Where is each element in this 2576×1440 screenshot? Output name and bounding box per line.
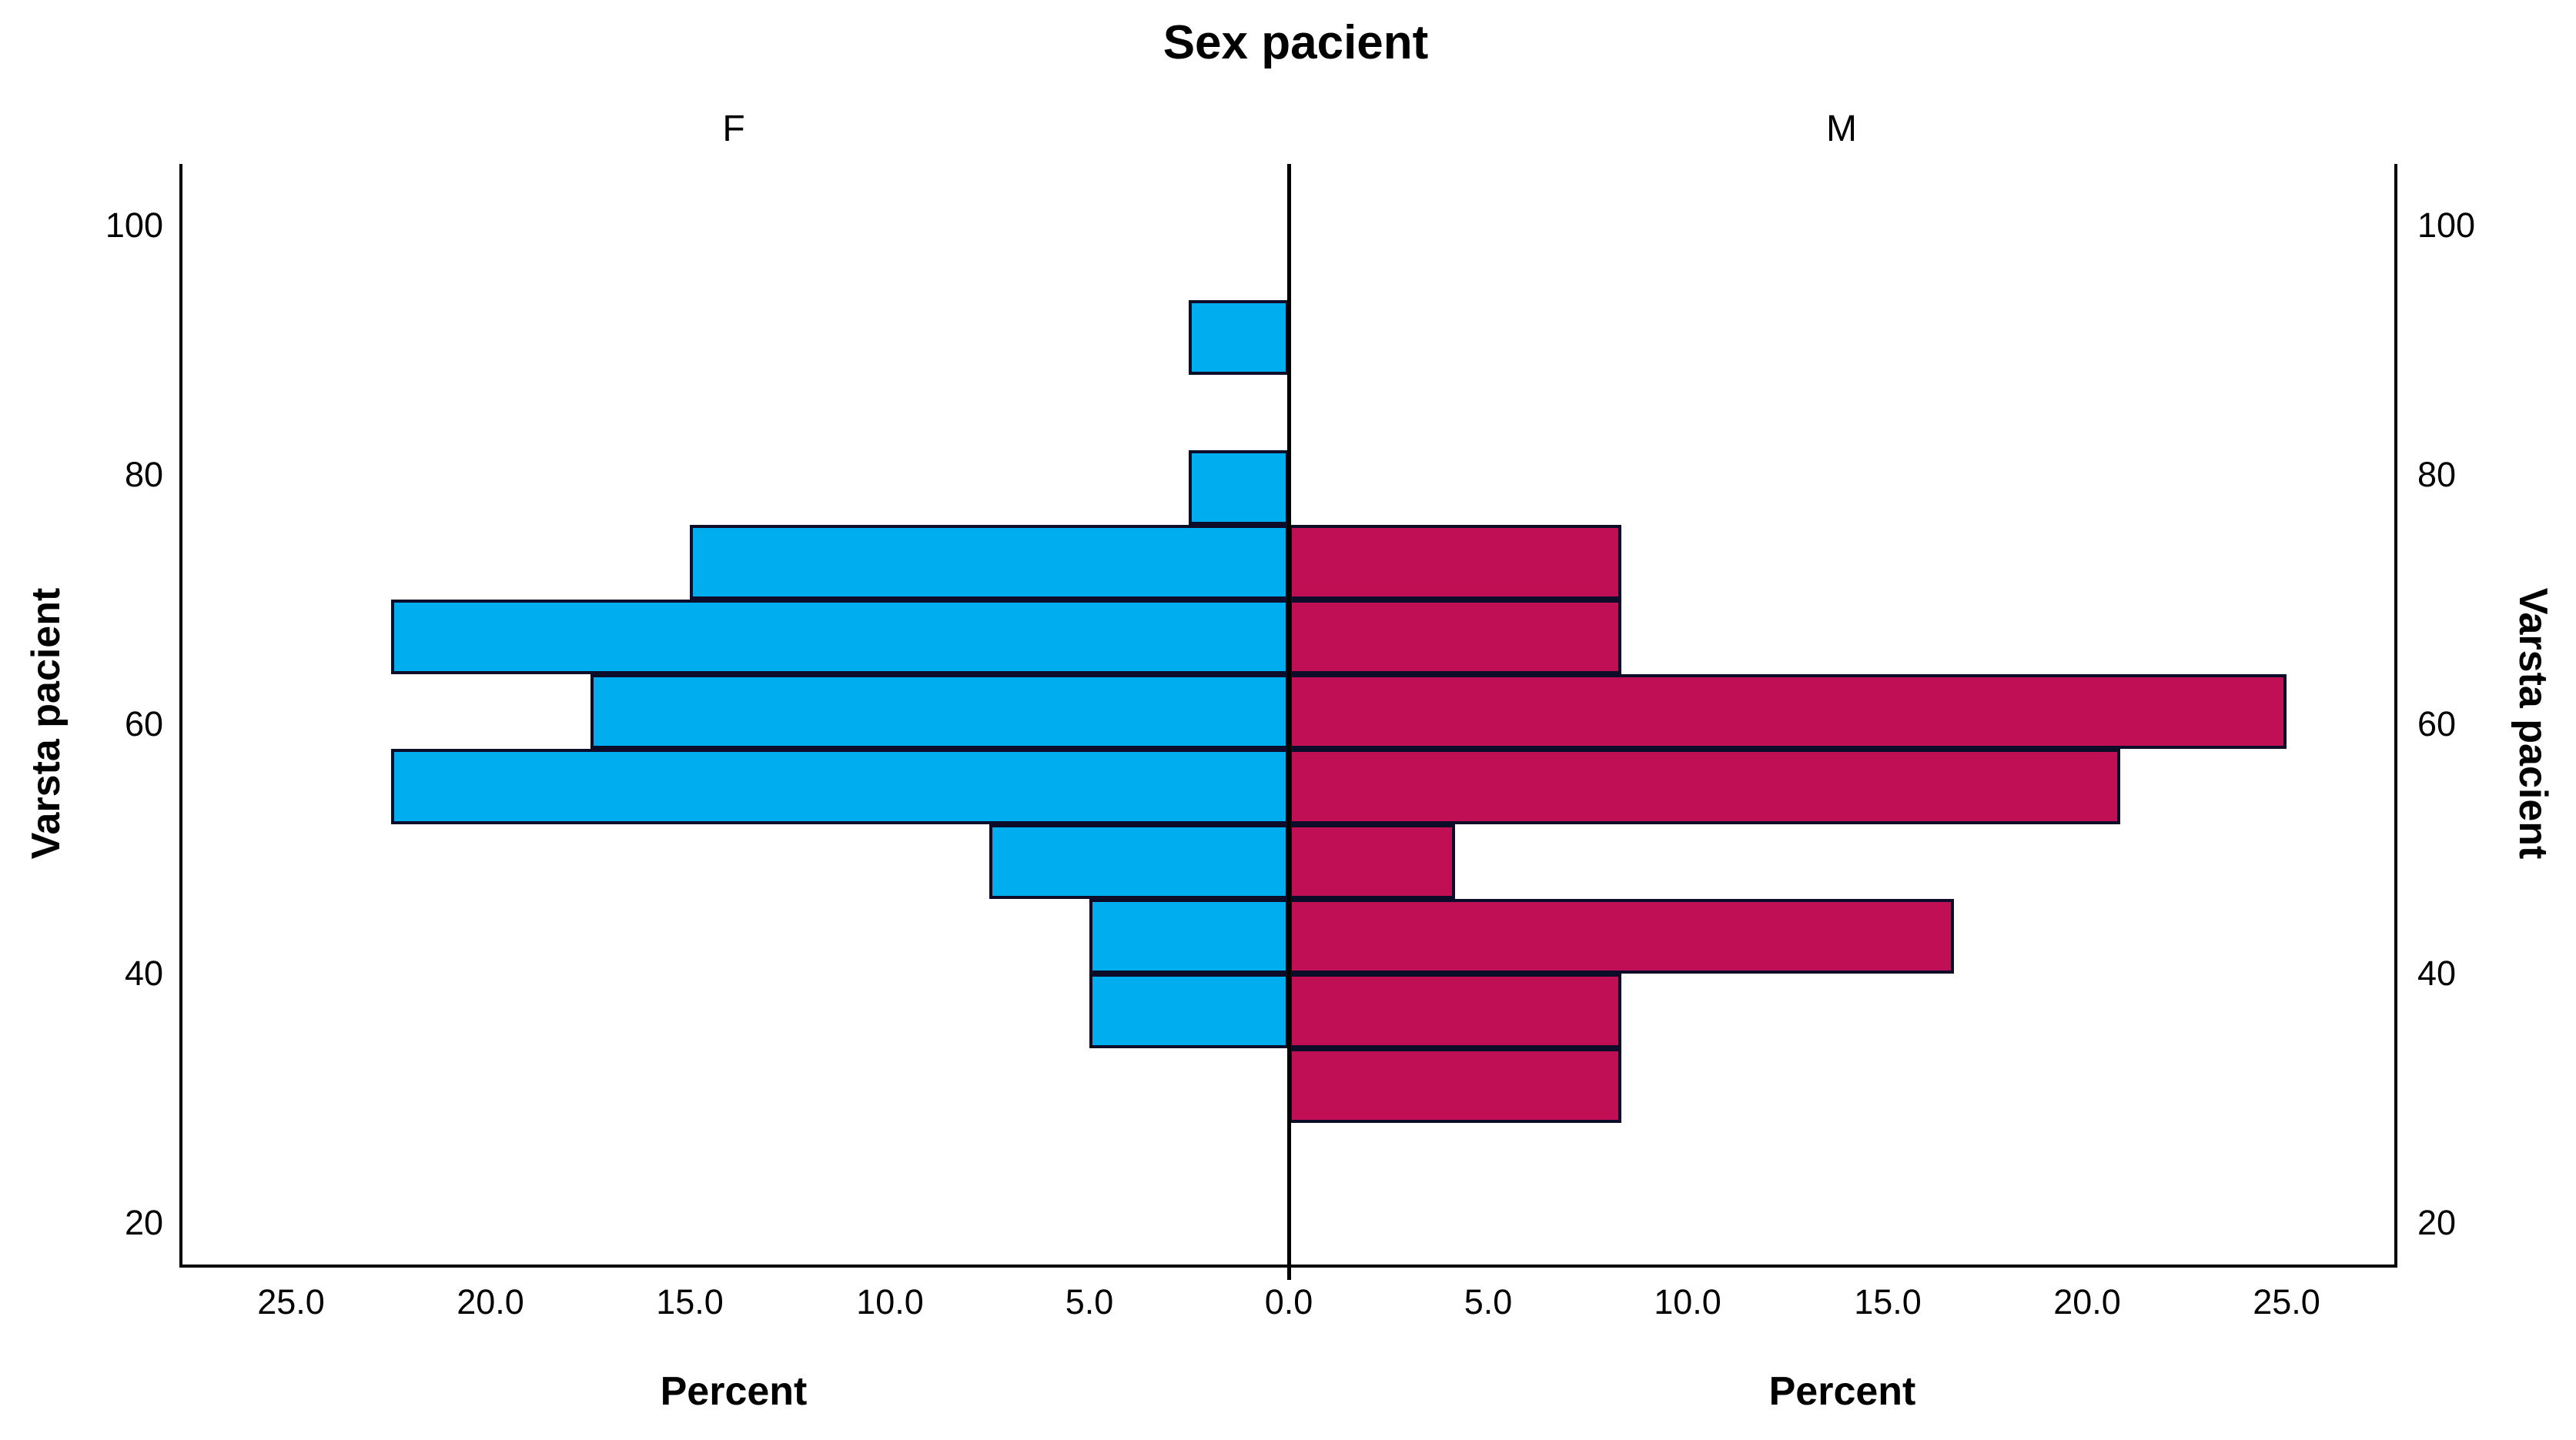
x-tick-right-15.0: 15.0	[1854, 1282, 1922, 1321]
bar-female-age-52-58	[390, 749, 1289, 824]
bar-female-age-58-64	[590, 674, 1289, 750]
x-tick-left-5.0: 5.0	[1065, 1282, 1114, 1321]
bar-male-age-58-64	[1289, 674, 2287, 750]
center-divider-line	[1287, 164, 1291, 1280]
y-tick-right-100: 100	[2417, 205, 2476, 245]
bar-female-age-76-82	[1189, 449, 1289, 525]
y-tick-right-40: 40	[2417, 954, 2457, 993]
bar-male-age-70-76	[1289, 524, 1621, 600]
bar-male-age-46-52	[1289, 824, 1456, 899]
bar-male-age-64-70	[1289, 600, 1621, 675]
chart-title: Sex pacient	[1163, 16, 1429, 69]
y-tick-left-40: 40	[124, 954, 163, 993]
y-axis-line-right	[2394, 164, 2397, 1266]
y-tick-left-80: 80	[124, 455, 163, 494]
bar-female-age-70-76	[690, 524, 1289, 600]
y-tick-right-60: 60	[2417, 704, 2457, 743]
x-axis-title-left: Percent	[660, 1369, 808, 1414]
y-axis-line-left	[179, 164, 182, 1266]
bar-male-age-34-40	[1289, 974, 1621, 1049]
bar-male-age-52-58	[1289, 749, 2120, 824]
bar-male-age-40-46	[1289, 898, 1955, 974]
x-tick-right-5.0: 5.0	[1464, 1282, 1513, 1321]
panel-label-male: M	[1826, 109, 1857, 149]
x-tick-right-20.0: 20.0	[2053, 1282, 2121, 1321]
bar-female-age-88-94	[1189, 300, 1289, 376]
panel-label-female: F	[722, 109, 745, 149]
x-tick-left-15.0: 15.0	[656, 1282, 724, 1321]
bar-female-age-34-40	[1089, 974, 1289, 1049]
y-tick-left-60: 60	[124, 704, 163, 743]
x-tick-right-25.0: 25.0	[2253, 1282, 2320, 1321]
bar-female-age-64-70	[390, 600, 1289, 675]
bar-female-age-40-46	[1089, 898, 1289, 974]
y-tick-left-20: 20	[124, 1203, 163, 1242]
y-axis-title-right: Varsta pacient	[2511, 587, 2555, 860]
x-tick-left-20.0: 20.0	[457, 1282, 524, 1321]
bar-female-age-46-52	[989, 824, 1289, 899]
bar-male-age-28-34	[1289, 1048, 1621, 1124]
y-tick-right-80: 80	[2417, 455, 2457, 494]
x-tick-left-25.0: 25.0	[257, 1282, 325, 1321]
x-tick-right-10.0: 10.0	[1654, 1282, 1721, 1321]
x-axis-title-right: Percent	[1768, 1369, 1916, 1414]
x-tick-left-10.0: 10.0	[856, 1282, 924, 1321]
x-tick-center-0.0: 0.0	[1264, 1282, 1313, 1321]
y-tick-right-20: 20	[2417, 1203, 2457, 1242]
y-tick-left-100: 100	[105, 205, 163, 245]
